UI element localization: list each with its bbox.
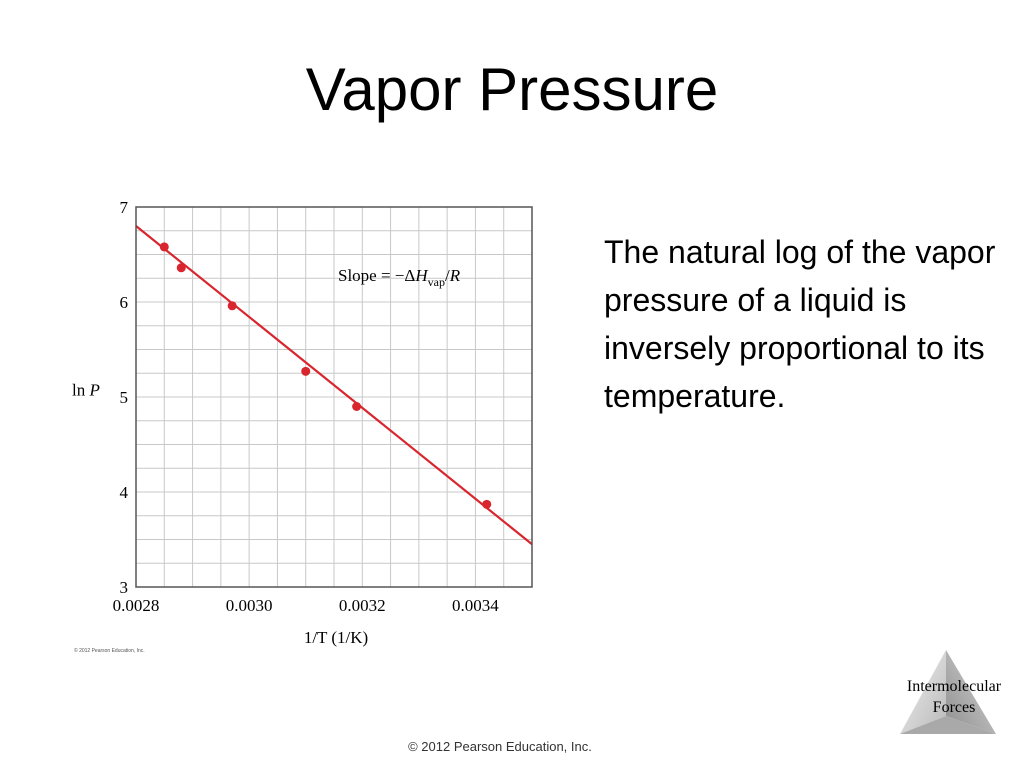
corner-label-line1: Intermolecular [906, 678, 1002, 695]
pyramid-icon [900, 650, 996, 734]
data-point [159, 242, 169, 252]
slide-title: Vapor Pressure [305, 56, 719, 123]
fit-line-group [135, 225, 533, 546]
x-axis-label: 1/T (1/K) [304, 628, 368, 647]
corner-badge: Intermolecular Forces [888, 646, 1020, 738]
y-tick-label: 3 [120, 578, 129, 597]
fit-line [135, 225, 533, 546]
corner-label: Intermolecular Forces [888, 676, 1020, 718]
y-axis-label: ln P [72, 380, 100, 399]
x-tick-labels: 0.0028 0.0030 0.0032 0.0034 [113, 596, 500, 615]
corner-label-line2: Forces [932, 699, 976, 716]
y-tick-label: 6 [120, 293, 129, 312]
chart-grid [135, 206, 533, 588]
slope-annotation: Slope = −ΔHvap/R [338, 266, 461, 289]
x-tick-label: 0.0034 [452, 596, 499, 615]
x-tick-label: 0.0030 [226, 596, 273, 615]
plot-frame [135, 206, 533, 588]
data-point [176, 263, 186, 273]
x-tick-label: 0.0032 [339, 596, 386, 615]
y-tick-label: 7 [120, 198, 129, 217]
data-point [301, 366, 311, 376]
data-point [227, 301, 237, 311]
footer-copyright: © 2012 Pearson Education, Inc. [408, 739, 592, 754]
body-text: The natural log of the vapor pressure of… [604, 234, 996, 414]
data-point [352, 402, 362, 411]
x-tick-label: 0.0028 [113, 596, 160, 615]
vapor-pressure-chart: 3 4 5 6 7 0.0028 0.0030 0.0032 0.0034 ln P 1/T … [72, 198, 533, 654]
data-point [482, 499, 492, 509]
data-points [159, 242, 492, 509]
y-tick-label: 5 [120, 388, 129, 407]
y-tick-label: 4 [120, 483, 129, 502]
y-tick-labels: 3 4 5 6 7 [120, 198, 129, 597]
chart-figure: 3 4 5 6 7 0.0028 0.0030 0.0032 0.0034 ln P 1/T … [60, 185, 550, 660]
chart-credit: © 2012 Pearson Education, Inc. [74, 647, 145, 654]
